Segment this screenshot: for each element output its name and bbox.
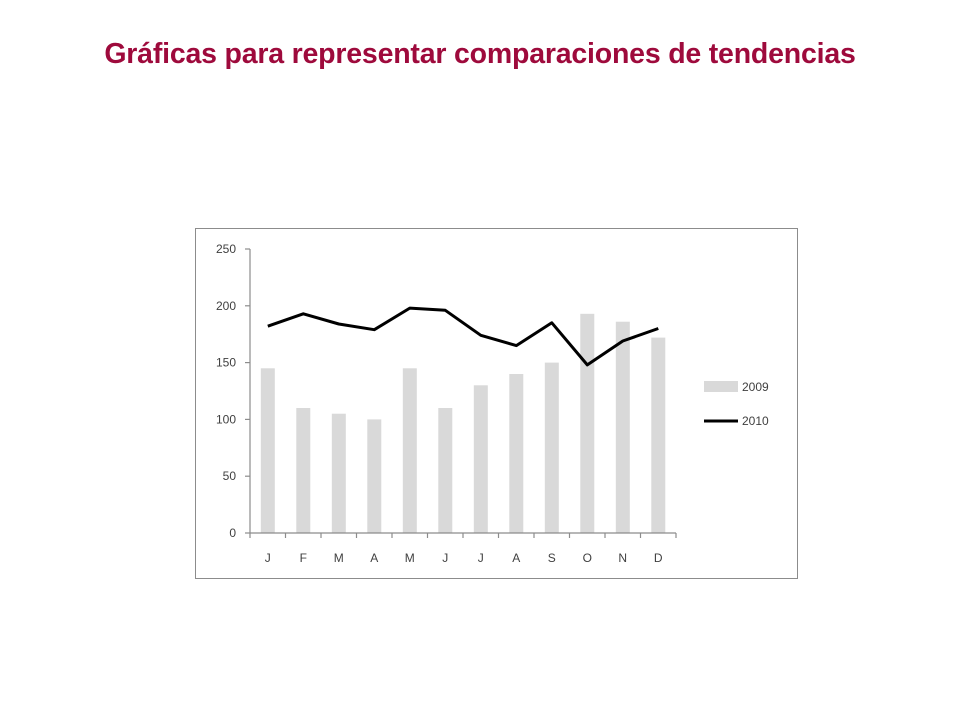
slide-title: Gráficas para representar comparaciones … xyxy=(104,38,856,70)
chart-frame xyxy=(195,228,798,579)
